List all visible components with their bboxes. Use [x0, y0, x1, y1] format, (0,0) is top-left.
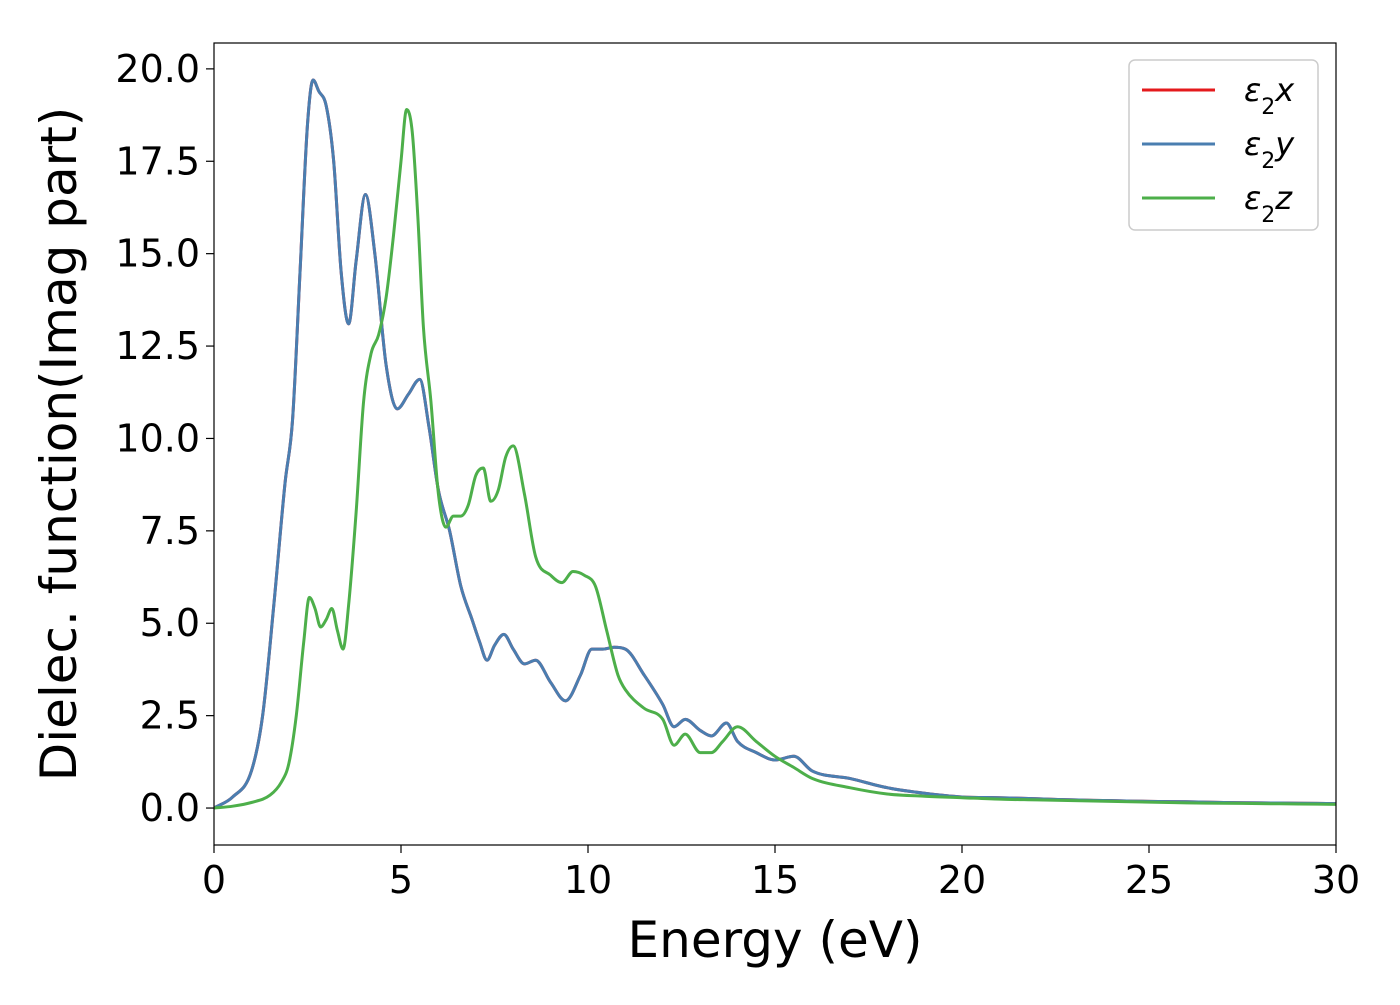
y-tick-label: 15.0 — [115, 232, 200, 276]
x-axis: 0 5 10 15 20 25 30 — [202, 845, 1360, 902]
legend-label-x: ε2x — [1244, 71, 1295, 120]
y-tick-label: 0.0 — [140, 786, 200, 830]
legend-box — [1128, 59, 1319, 231]
y-axis-title: Dielec. function(Imag part) — [30, 107, 88, 782]
y-tick-label: 17.5 — [115, 139, 200, 183]
series-line-z — [214, 108, 1336, 810]
series-line-y — [214, 78, 1336, 810]
y-tick-label: 5.0 — [140, 601, 200, 645]
legend-label-y: ε2y — [1244, 125, 1295, 174]
y-tick-label: 12.5 — [115, 324, 200, 368]
legend: ε2x ε2y ε2z — [1128, 59, 1319, 231]
y-axis: 0.0 2.5 5.0 7.5 10.0 12.5 15.0 17.5 20.0 — [115, 47, 214, 830]
x-axis-title: Energy (eV) — [628, 911, 923, 969]
x-tick-label: 5 — [389, 858, 413, 902]
x-tick-label: 30 — [1312, 858, 1360, 902]
x-tick-label: 10 — [564, 858, 612, 902]
x-tick-label: 25 — [1125, 858, 1173, 902]
x-tick-label: 15 — [751, 858, 799, 902]
x-tick-label: 0 — [202, 858, 226, 902]
x-tick-label: 20 — [938, 858, 986, 902]
y-tick-label: 7.5 — [140, 509, 200, 553]
y-tick-label: 2.5 — [140, 694, 200, 738]
y-tick-label: 20.0 — [115, 47, 200, 91]
y-tick-label: 10.0 — [115, 416, 200, 460]
legend-label-z: ε2z — [1244, 179, 1293, 228]
